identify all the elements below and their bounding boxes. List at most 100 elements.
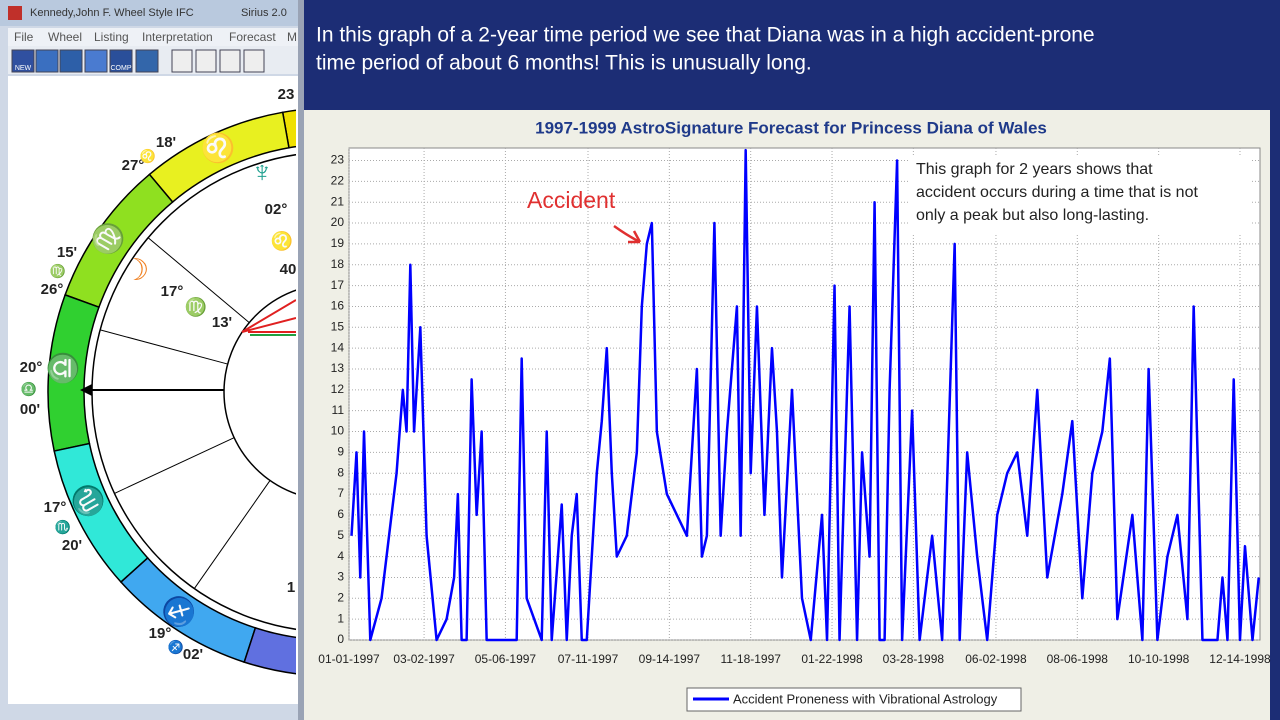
wheel-label: 27° [122, 157, 145, 174]
menu-item: Interpretation [142, 30, 213, 44]
header [304, 0, 1280, 110]
x-tick-label: 10-10-1998 [1128, 652, 1190, 666]
divider [298, 0, 304, 720]
center-ring [223, 289, 296, 495]
y-tick-label: 22 [331, 174, 345, 188]
wheel-label: 15' [57, 244, 77, 261]
x-tick-label: 05-06-1997 [475, 652, 537, 666]
y-tick-label: 7 [337, 486, 344, 500]
wheel-label: 20' [62, 537, 82, 554]
x-tick-label: 03-02-1997 [393, 652, 455, 666]
legend-box [686, 687, 1022, 712]
y-tick-label: 0 [337, 632, 344, 646]
y-tick-label: 1 [337, 611, 344, 625]
wheel-label: 23 [278, 86, 295, 103]
tool-button [243, 49, 265, 73]
menu-item: Wheel [48, 30, 82, 44]
tool-label: COMP [111, 65, 132, 72]
wheel-label: 20° [20, 359, 43, 376]
house-cusp [114, 437, 235, 494]
y-tick-label: 3 [337, 570, 344, 584]
sign-glyph: ♍ [50, 263, 66, 278]
tool-button [109, 49, 133, 73]
tool-button [171, 49, 193, 73]
legend-label: Accident Proneness with Vibrational Astr… [733, 691, 998, 706]
x-tick-label: 06-02-1998 [965, 652, 1027, 666]
y-tick-label: 15 [331, 319, 345, 333]
note-box [910, 155, 1250, 233]
menu-item: File [14, 30, 34, 44]
sign-glyph: ♌ [140, 148, 156, 163]
tool-button [59, 49, 83, 73]
menu-item: Forecast [229, 30, 276, 44]
x-tick-label: 08-06-1998 [1047, 652, 1109, 666]
note-line: only a peak but also long-lasting. [916, 207, 1149, 224]
sign-glyph: ♏ [55, 519, 71, 534]
x-tick-label: 07-11-1997 [558, 652, 619, 666]
annotation-arrow [613, 224, 642, 244]
y-tick-label: 6 [337, 507, 344, 521]
sign-glyph: ♌ [271, 230, 293, 251]
y-tick-label: 10 [331, 424, 345, 438]
series-line [350, 148, 1260, 642]
frame-edge [1270, 110, 1280, 720]
sign-glyph: ♎ [46, 351, 79, 386]
tool-button [219, 49, 241, 73]
annotation: Accident [527, 187, 616, 213]
x-tick-label: 12-14-1998 [1209, 652, 1271, 666]
tool-button [135, 49, 159, 73]
wheel-label: 02° [265, 201, 288, 218]
tool-button [84, 49, 108, 73]
wheel-label: 02' [183, 646, 203, 663]
tool-button [11, 49, 35, 73]
wheel-label: 00' [20, 401, 40, 418]
y-tick-label: 18 [331, 257, 345, 271]
menu-item: M [287, 30, 297, 44]
x-tick-label: 01-01-1997 [318, 652, 380, 666]
x-tick-label: 11-18-1997 [720, 652, 781, 666]
tool-button [35, 49, 59, 73]
sign-glyph: ♍ [185, 296, 207, 317]
y-tick-label: 11 [332, 403, 345, 417]
note-line: accident occurs during a time that is no… [916, 184, 1198, 201]
menu-bar [8, 28, 298, 46]
app-icon [8, 6, 22, 20]
y-tick-label: 17 [331, 278, 345, 292]
house-cusp [193, 480, 271, 589]
y-tick-label: 9 [337, 445, 344, 459]
y-tick-label: 8 [337, 465, 344, 479]
x-tick-label: 09-14-1997 [639, 652, 701, 666]
y-tick-label: 13 [331, 361, 345, 375]
sign-glyph: ☽ [123, 254, 150, 287]
sign-glyph: ♐ [168, 639, 184, 654]
wheel-label: 18' [156, 134, 176, 151]
header-line: time period of about 6 months! This is u… [316, 52, 812, 75]
y-tick-label: 23 [331, 153, 345, 167]
wheel-label: 19° [149, 625, 172, 642]
sign-glyph: ♎ [21, 381, 37, 396]
y-tick-label: 21 [331, 194, 345, 208]
house-cusp [100, 329, 228, 365]
note-line: This graph for 2 years shows that [916, 161, 1153, 178]
x-tick-label: 03-28-1998 [883, 652, 945, 666]
arrow-head [80, 384, 92, 396]
wheel-label: 40 [280, 261, 297, 278]
y-tick-label: 4 [337, 549, 344, 563]
wheel-label: 17° [44, 499, 67, 516]
aspect-lines [241, 299, 296, 333]
y-tick-label: 2 [337, 590, 344, 604]
sign-band [243, 626, 296, 675]
y-tick-label: 14 [331, 340, 345, 354]
sign-glyph: ♌ [201, 131, 236, 164]
window-title: Kennedy,John F. Wheel Style IFC [30, 7, 194, 19]
y-tick-label: 20 [331, 215, 345, 229]
x-tick-label: 01-22-1998 [801, 652, 863, 666]
tool-button [195, 49, 217, 73]
wheel-label: 1 [287, 579, 295, 596]
title-bar [0, 0, 298, 26]
wheel-label: 17° [161, 283, 184, 300]
y-tick-label: 5 [337, 528, 344, 542]
y-tick-label: 12 [331, 382, 345, 396]
